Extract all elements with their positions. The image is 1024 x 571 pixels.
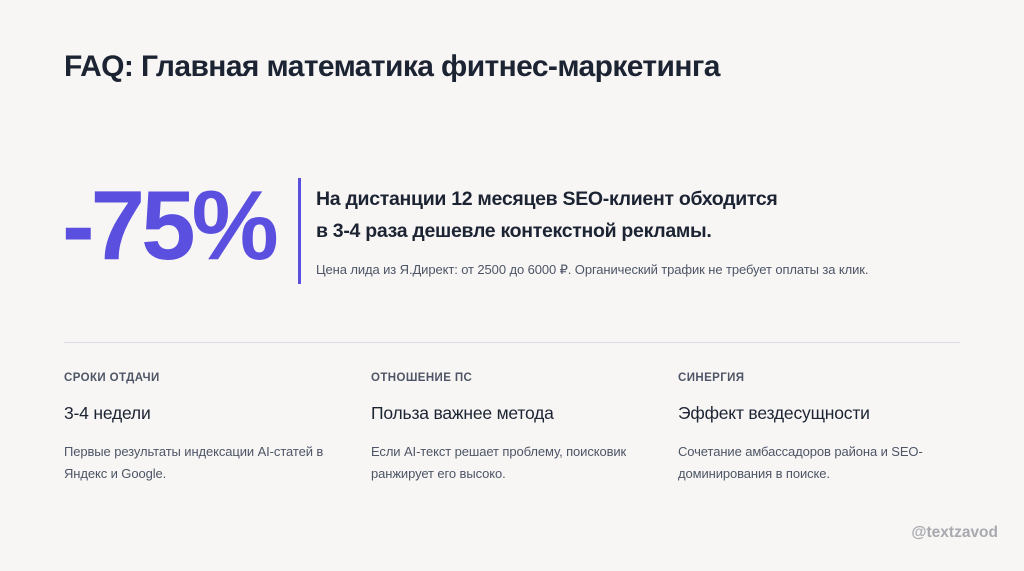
headline-line: в 3-4 раза дешевле контекстной рекламы. bbox=[316, 220, 712, 242]
highlight-headline: На дистанции 12 месяцев SEO-клиент обход… bbox=[316, 183, 876, 247]
column-heading: 3-4 недели bbox=[64, 403, 151, 423]
column-text-line: Яндекс и Google. bbox=[64, 466, 167, 481]
column-heading: Польза важнее метода bbox=[371, 403, 554, 423]
column-heading: Эффект вездесущности bbox=[678, 403, 870, 423]
highlight-value: -75% bbox=[62, 170, 279, 280]
column-label: ОТНОШЕНИЕ ПС bbox=[371, 372, 473, 384]
column-text-line: Первые результаты индексации AI-статей в bbox=[64, 444, 324, 459]
column-text: Сочетание амбассадоров района и SEO- дом… bbox=[678, 441, 968, 485]
page-title: FAQ: Главная математика фитнес-маркетинг… bbox=[64, 50, 720, 83]
footer-handle: @textzavod bbox=[911, 524, 998, 541]
column-text-line: доминирования в поиске. bbox=[678, 466, 830, 481]
column-text: Первые результаты индексации AI-статей в… bbox=[64, 441, 354, 485]
column-text-line: Сочетание амбассадоров района и SEO- bbox=[678, 444, 923, 459]
column-search-engines: ОТНОШЕНИЕ ПС Польза важнее метода Если A… bbox=[371, 372, 661, 485]
column-synergy: СИНЕРГИЯ Эффект вездесущности Сочетание … bbox=[678, 372, 968, 485]
column-text: Если AI-текст решает проблему, поисковик… bbox=[371, 441, 661, 485]
headline-line: На дистанции 12 месяцев SEO-клиент обход… bbox=[316, 188, 778, 210]
section-divider bbox=[64, 342, 960, 343]
highlight-note: Цена лида из Я.Директ: от 2500 до 6000 ₽… bbox=[316, 262, 869, 277]
column-label: СИНЕРГИЯ bbox=[678, 372, 745, 384]
column-text-line: Если AI-текст решает проблему, поисковик bbox=[371, 444, 627, 459]
column-text-line: ранжирует его высоко. bbox=[371, 466, 506, 481]
column-payback: СРОКИ ОТДАЧИ 3-4 недели Первые результат… bbox=[64, 372, 354, 485]
column-label: СРОКИ ОТДАЧИ bbox=[64, 372, 160, 384]
accent-divider bbox=[298, 178, 301, 284]
